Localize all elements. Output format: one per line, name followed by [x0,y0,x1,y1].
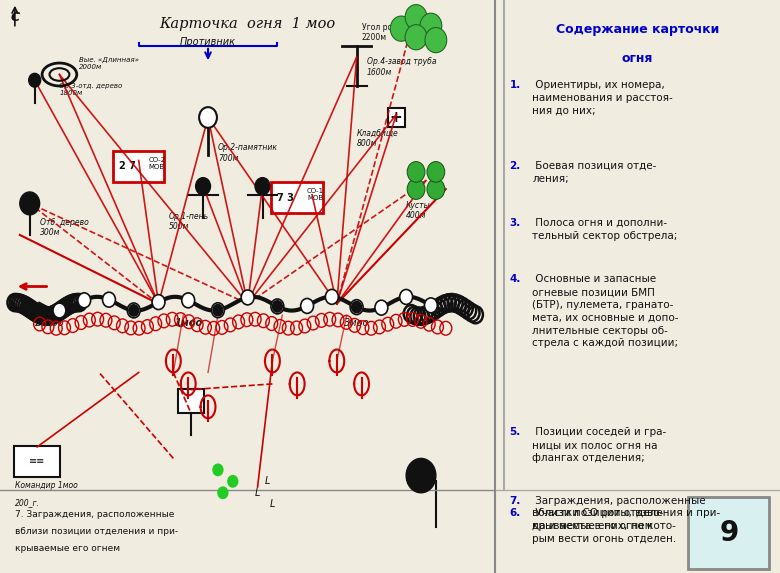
Text: 6.: 6. [509,508,521,518]
Text: крываемые его огнем: крываемые его огнем [15,544,120,554]
Text: Командир 1моо: Командир 1моо [15,481,77,490]
Circle shape [406,458,436,493]
Text: Содержание карточки: Содержание карточки [556,23,719,36]
Text: Угол рощи
2200м: Угол рощи 2200м [362,23,404,42]
Circle shape [300,299,314,313]
Text: Карточка  огня  1 моо: Карточка огня 1 моо [160,17,335,31]
Text: 2 7: 2 7 [119,161,136,171]
Circle shape [405,5,427,30]
FancyBboxPatch shape [113,151,165,182]
Circle shape [255,178,270,195]
Circle shape [213,304,223,316]
Circle shape [199,107,217,128]
Circle shape [407,179,425,199]
Text: СО-1
МОВ: СО-1 МОВ [307,189,324,201]
FancyBboxPatch shape [271,182,323,213]
Circle shape [407,162,425,182]
Circle shape [352,301,362,313]
Text: 7 3: 7 3 [278,193,294,203]
Text: Участки СО роты, взво-
да и места в них, по кото-
рым вести огонь отделен.: Участки СО роты, взво- да и места в них,… [532,508,676,544]
Text: 3.: 3. [509,218,521,227]
Circle shape [78,293,90,308]
Text: Позиции соседей и гра-
ницы их полос огня на
флангах отделения;: Позиции соседей и гра- ницы их полос огн… [532,427,667,463]
Circle shape [228,476,238,487]
Text: Ориентиры, их номера,
наименования и расстоя-
ния до них;: Ориентиры, их номера, наименования и рас… [532,80,673,116]
Text: Ор.2-памятник
700м: Ор.2-памятник 700м [218,143,278,163]
Circle shape [420,13,441,38]
Text: вблизи позиции отделения и при-: вблизи позиции отделения и при- [15,527,178,536]
Text: Вые. «Длинная»
2000м: Вые. «Длинная» 2000м [80,57,140,70]
Circle shape [102,292,115,307]
Circle shape [196,178,211,195]
Text: Кусты
400м: Кусты 400м [406,201,431,220]
Text: Ор.1-пень
500м: Ор.1-пень 500м [168,212,208,231]
Circle shape [53,303,66,318]
Circle shape [427,179,445,199]
Text: Ор.3-отд. дерево
1800м: Ор.3-отд. дерево 1800м [59,83,122,96]
Circle shape [425,28,447,53]
Text: огня: огня [622,52,654,65]
Circle shape [127,303,140,318]
Text: Боевая позиция отде-
ления;: Боевая позиция отде- ления; [532,161,657,184]
Circle shape [390,16,412,41]
Text: 2 моо: 2 моо [35,318,64,328]
Text: С: С [10,11,20,25]
Circle shape [182,293,195,308]
Text: Полоса огня и дополни-
тельный сектор обстрела;: Полоса огня и дополни- тельный сектор об… [532,218,678,241]
Circle shape [218,487,228,499]
Circle shape [20,192,40,215]
Text: 7. Заграждения, расположенные: 7. Заграждения, расположенные [15,510,174,519]
Circle shape [129,305,139,316]
Text: 5.: 5. [509,427,521,437]
Text: +: + [390,110,402,125]
Text: 3моо: 3моо [344,318,370,328]
Text: 2.: 2. [509,161,521,171]
Circle shape [350,300,363,315]
Text: Отб. дерево
300м: Отб. дерево 300м [40,218,88,237]
Text: Заграждения, расположенные
вблизи позиции отделения и при-
крываемые его огнем: Заграждения, расположенные вблизи позици… [532,496,721,531]
FancyBboxPatch shape [14,446,60,477]
Text: L: L [255,488,261,498]
Text: L: L [270,499,275,509]
FancyBboxPatch shape [688,497,769,569]
Circle shape [325,289,339,304]
Circle shape [241,290,254,305]
Circle shape [424,298,438,313]
Text: ≡≡: ≡≡ [29,456,45,466]
Circle shape [427,162,445,182]
Text: Ор.4-завод труба
1600м: Ор.4-завод труба 1600м [367,57,436,77]
Circle shape [405,25,427,50]
Text: 1моо: 1моо [174,318,202,328]
Text: 200_г.: 200_г. [15,499,40,508]
Circle shape [271,299,284,314]
Circle shape [375,300,388,315]
Text: 1.: 1. [509,80,521,90]
Text: 9: 9 [719,519,739,547]
Circle shape [29,73,41,87]
Circle shape [213,464,223,476]
Text: Кладбище
800м: Кладбище 800м [356,129,399,148]
Circle shape [399,289,413,304]
Circle shape [272,301,282,312]
Text: СО-2
МОВ: СО-2 МОВ [148,157,165,170]
Circle shape [211,303,225,317]
Text: 4.: 4. [509,274,521,284]
Text: 7.: 7. [509,496,521,505]
Text: Противник: Противник [180,37,236,47]
FancyBboxPatch shape [178,389,204,413]
Text: Основные и запасные
огневые позиции БМП
(БТР), пулемета, гранато-
мета, их основ: Основные и запасные огневые позиции БМП … [532,274,679,348]
Text: L: L [264,476,270,486]
Circle shape [152,295,165,309]
